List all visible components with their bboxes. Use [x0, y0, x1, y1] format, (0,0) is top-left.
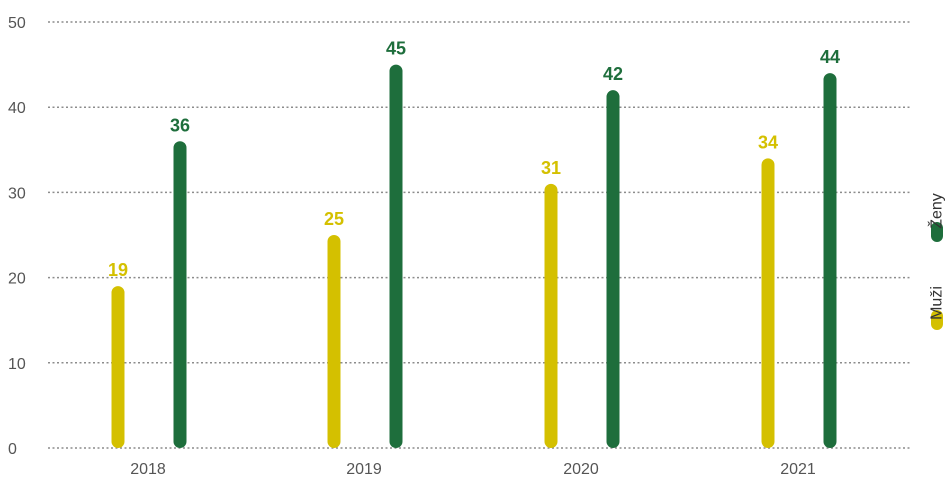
legend: Muži Ženy [927, 193, 946, 330]
data-label: 44 [820, 47, 840, 67]
bars: 19 36 25 45 31 42 34 44 [108, 39, 840, 448]
y-axis-ticks: 0 10 20 30 40 50 [8, 15, 26, 458]
y-tick-label: 50 [8, 15, 26, 32]
data-label: 45 [386, 39, 406, 59]
legend-label: Muži [929, 286, 946, 320]
x-axis-ticks: 2018 2019 2020 2021 [130, 461, 816, 478]
y-tick-label: 20 [8, 271, 26, 288]
data-label: 31 [541, 158, 561, 178]
data-label: 36 [170, 115, 190, 135]
data-label: 42 [603, 64, 623, 84]
legend-label: Ženy [927, 193, 946, 229]
y-tick-label: 40 [8, 100, 26, 117]
x-tick-label: 2018 [130, 461, 166, 478]
y-tick-label: 30 [8, 185, 26, 202]
data-label: 19 [108, 260, 128, 280]
data-label: 34 [758, 132, 778, 152]
y-tick-label: 10 [8, 356, 26, 373]
x-tick-label: 2021 [780, 461, 816, 478]
x-tick-label: 2020 [563, 461, 599, 478]
x-tick-label: 2019 [346, 461, 382, 478]
y-tick-label: 0 [8, 441, 17, 458]
data-label: 25 [324, 209, 344, 229]
